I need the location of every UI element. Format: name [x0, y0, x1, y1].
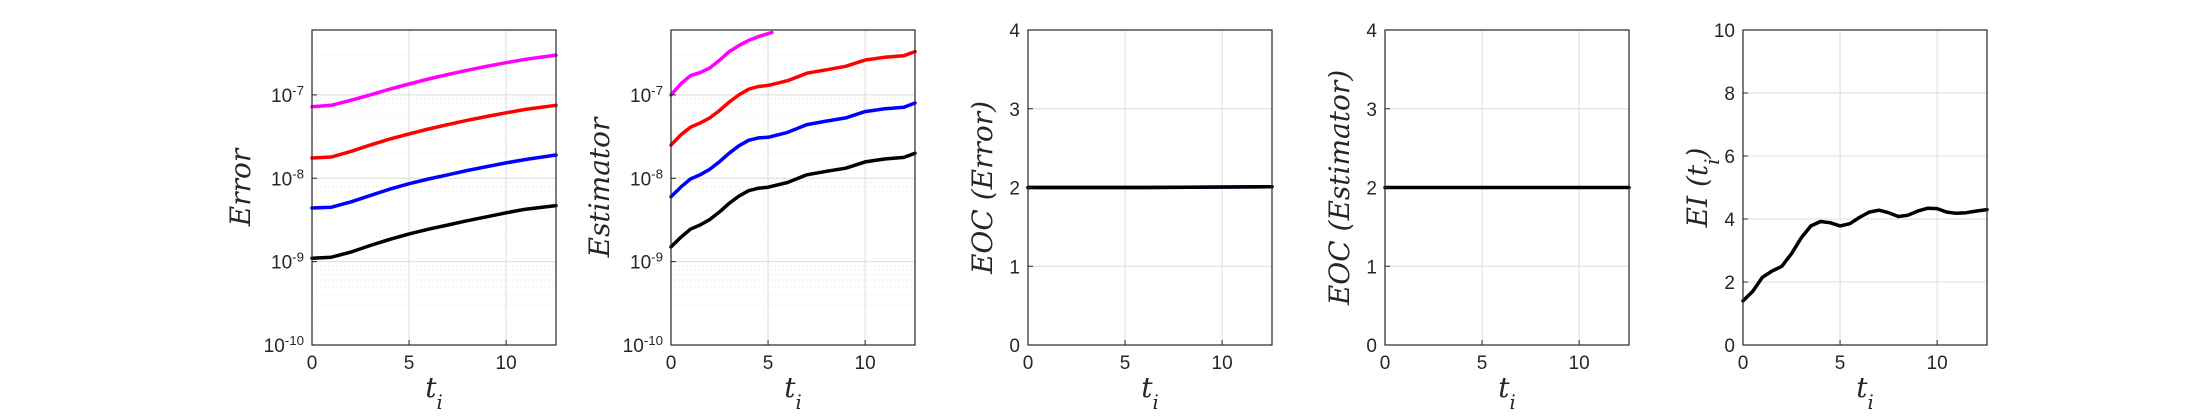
chart-4: 0 5 10 0 1 2 3 4 ti EOC (Estimator)	[1323, 21, 1631, 414]
chart-1: 0 5 10 10-10 10-9 10-8 10-7 ti Error	[224, 29, 558, 414]
x-tick-label: 0	[666, 353, 677, 374]
x-tick-label: 5	[404, 353, 415, 374]
y-tick-label: 1	[1366, 257, 1377, 278]
y-tick-label: 10-7	[271, 82, 304, 107]
y-tick-label: 10-9	[630, 249, 663, 274]
y-tick-label: 3	[1009, 100, 1020, 121]
chart-3: 0 5 10 0 1 2 3 4 ti EOC (Error)	[966, 21, 1274, 414]
x-tick-label: 5	[1120, 353, 1131, 374]
y-tick-label: 3	[1366, 100, 1377, 121]
y-tick-label: 1	[1009, 257, 1020, 278]
x-axis-label: ti	[425, 371, 443, 414]
y-tick-label: 10-10	[623, 333, 663, 358]
x-axis-label: ti	[784, 371, 802, 414]
x-tick-label: 10	[1569, 353, 1590, 374]
series-line	[310, 153, 558, 210]
axes-box	[670, 29, 916, 346]
x-axis-label: ti	[1498, 371, 1516, 414]
axes-box	[1742, 29, 1988, 346]
y-tick-label: 2	[1366, 179, 1377, 200]
x-tick-label: 0	[1738, 353, 1749, 374]
x-tick-label: 0	[1380, 353, 1391, 374]
series-line	[669, 30, 774, 97]
x-tick-label: 5	[1477, 353, 1488, 374]
y-tick-label: 4	[1366, 21, 1377, 42]
y-axis-label: EOC (Estimator)	[1323, 70, 1356, 306]
series-line	[669, 49, 917, 147]
series-line	[1741, 206, 1989, 303]
x-tick-label: 0	[307, 353, 318, 374]
x-tick-label: 10	[855, 353, 876, 374]
x-tick-label: 5	[763, 353, 774, 374]
axes-box	[311, 29, 557, 346]
x-tick-label: 10	[496, 353, 517, 374]
series-line	[310, 203, 558, 260]
series-line	[1026, 184, 1274, 190]
x-axis-label: ti	[1141, 371, 1159, 414]
y-tick-label: 4	[1724, 210, 1735, 231]
x-tick-label: 5	[1835, 353, 1846, 374]
chart-5: 0 5 10 0 2 4 6 8 10 ti EI (ti)	[1681, 21, 1989, 414]
y-tick-label: 10-8	[271, 166, 304, 191]
series-line	[310, 103, 558, 160]
y-tick-label: 10-10	[264, 333, 304, 358]
y-tick-label: 10-8	[630, 166, 663, 191]
y-tick-label: 0	[1366, 336, 1377, 357]
x-tick-label: 10	[1212, 353, 1233, 374]
y-axis-label: EI (ti)	[1681, 148, 1724, 229]
series-line	[669, 101, 917, 199]
y-tick-label: 10-9	[271, 249, 304, 274]
series-line	[310, 53, 558, 109]
x-tick-label: 10	[1927, 353, 1948, 374]
y-tick-label: 2	[1009, 179, 1020, 200]
y-tick-label: 6	[1724, 147, 1735, 168]
y-tick-label: 2	[1724, 273, 1735, 294]
x-axis-label: ti	[1856, 371, 1874, 414]
y-axis-label: EOC (Error)	[966, 101, 999, 275]
y-tick-label: 4	[1009, 21, 1020, 42]
x-tick-label: 0	[1023, 353, 1034, 374]
series-line	[669, 151, 917, 249]
y-tick-label: 10-7	[630, 82, 663, 107]
y-axis-label: Error	[224, 147, 257, 227]
y-tick-label: 0	[1724, 336, 1735, 357]
y-tick-label: 8	[1724, 84, 1735, 105]
y-axis-label: Estimator	[583, 116, 616, 258]
chart-2: 0 5 10 10-10 10-9 10-8 10-7 ti Estimator	[583, 29, 917, 414]
y-tick-label: 0	[1009, 336, 1020, 357]
y-tick-label: 10	[1714, 21, 1735, 42]
